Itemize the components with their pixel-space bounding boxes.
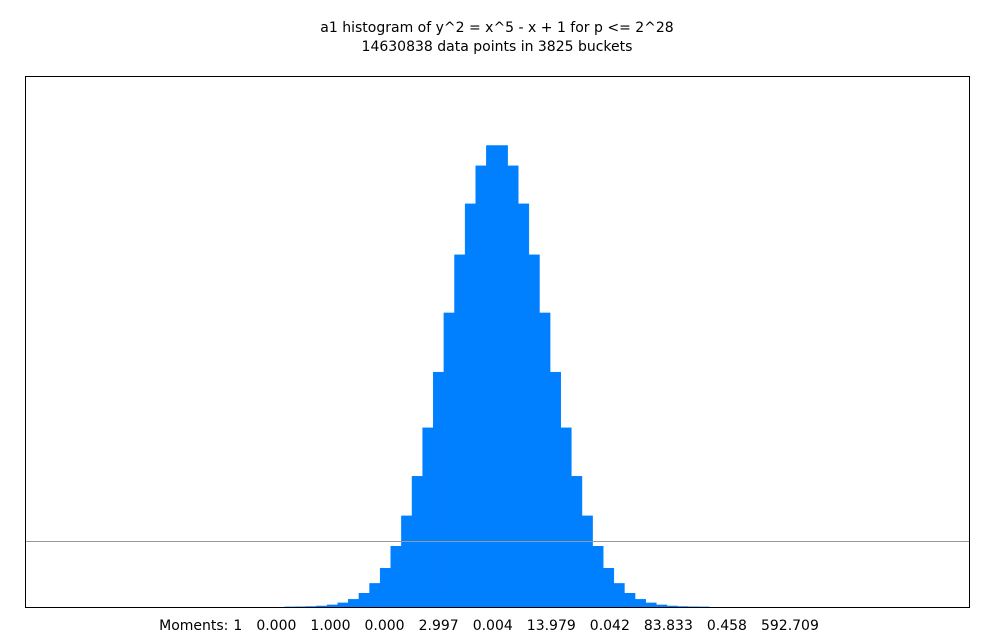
- chart-subtitle: 14630838 data points in 3825 buckets: [362, 39, 633, 55]
- bar: [666, 605, 678, 608]
- moment-value: 1.000: [310, 618, 350, 634]
- bar: [326, 604, 338, 608]
- bar: [464, 203, 477, 608]
- bar: [316, 605, 328, 608]
- bar: [496, 145, 508, 608]
- bar: [433, 371, 445, 608]
- bar: [369, 583, 381, 608]
- bar: [592, 546, 604, 608]
- bar: [645, 602, 657, 608]
- chart-title: a1 histogram of y^2 = x^5 - x + 1 for p …: [320, 20, 673, 36]
- moments-line: Moments: 1 0.000 1.000 0.000 2.997 0.004 13.979…: [159, 618, 819, 634]
- bar: [422, 427, 434, 608]
- bar: [507, 165, 519, 608]
- bar: [475, 165, 487, 608]
- bar: [613, 583, 625, 608]
- moment-value: 2.997: [419, 618, 459, 634]
- plot-frame: [25, 76, 970, 608]
- moment-value: 13.979: [527, 618, 576, 634]
- bar: [560, 427, 572, 608]
- bar: [602, 568, 615, 608]
- bar: [581, 515, 593, 608]
- bar: [549, 371, 561, 608]
- bar: [656, 604, 668, 608]
- moments-label: Moments:: [159, 618, 228, 634]
- bar: [379, 568, 392, 608]
- bar: [454, 254, 466, 608]
- bar: [528, 254, 540, 608]
- bar: [337, 602, 349, 608]
- bar: [517, 203, 530, 608]
- bar: [348, 599, 360, 608]
- bar: [401, 515, 413, 608]
- bar: [634, 599, 646, 608]
- moment-value: 0.000: [256, 618, 296, 634]
- moment-value: 0.458: [707, 618, 747, 634]
- moment-value: 0.042: [590, 618, 630, 634]
- moment-value: 1: [233, 618, 242, 634]
- moment-value: 0.004: [473, 618, 513, 634]
- moment-value: 83.833: [644, 618, 693, 634]
- bar: [390, 546, 402, 608]
- bar: [358, 592, 370, 608]
- bar: [539, 312, 551, 608]
- moment-value: 0.000: [365, 618, 405, 634]
- bar: [443, 312, 455, 608]
- moment-value: 592.709: [761, 618, 819, 634]
- bar: [486, 145, 498, 608]
- bar: [624, 592, 636, 608]
